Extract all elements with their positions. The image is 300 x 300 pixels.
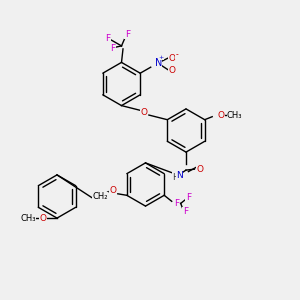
Text: O: O [110,186,117,195]
Text: O: O [217,111,224,120]
Text: F: F [110,44,115,53]
Text: O: O [196,165,203,174]
Text: F: F [186,193,191,202]
Text: CH₃: CH₃ [20,214,36,223]
Text: N: N [154,58,162,68]
Text: N: N [176,171,183,180]
Text: O: O [141,108,148,117]
Text: O: O [168,66,175,75]
Text: F: F [105,34,111,43]
Text: -: - [176,50,178,59]
Text: O: O [39,214,46,223]
Text: F: F [125,30,130,39]
Text: F: F [183,207,188,216]
Text: F: F [174,199,179,208]
Text: CH₃: CH₃ [227,111,242,120]
Text: O: O [168,54,175,63]
Text: H: H [172,172,179,182]
Text: CH₂: CH₂ [92,192,107,201]
Text: +: + [159,55,164,60]
